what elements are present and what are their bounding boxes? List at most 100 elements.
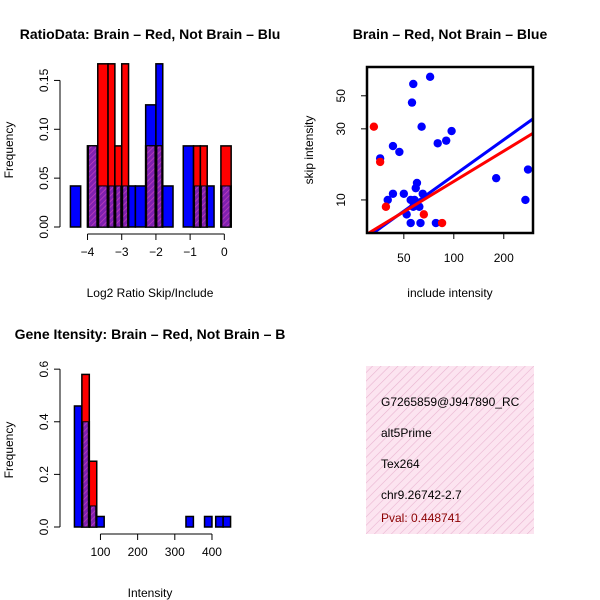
scatter-point-not-brain (388, 141, 398, 151)
ratio-histogram-title: RatioData: Brain – Red, Not Brain – Blu (20, 26, 281, 42)
scatter-point-not-brain (388, 189, 398, 198)
scatter-point-brain (375, 157, 385, 167)
intensity-histogram-bar-overlap (82, 421, 89, 528)
intensity-histogram-bar-not-brain (214, 515, 224, 528)
ratio-histogram-x-tick-label: −3 (115, 245, 129, 259)
ratio-histogram-bar-overlap (200, 185, 207, 228)
intensity-histogram-bar-not-brain (95, 515, 105, 528)
ratio-histogram-bar-overlap (98, 185, 108, 228)
scatter-x-tick-label: 200 (494, 251, 514, 265)
intensity-histogram-x-tick-label: 100 (90, 545, 110, 559)
scatter-ylabel: skip intensity (302, 116, 316, 185)
scatter-point-not-brain (416, 218, 425, 228)
scatter-point-not-brain (406, 218, 415, 228)
intensity-histogram-title: Gene Itensity: Brain – Red, Not Brain – … (15, 326, 286, 342)
scatter-point-not-brain (523, 165, 533, 174)
intensity-histogram-bar-not-brain (185, 515, 195, 528)
intensity-histogram-y-tick-label: 0.6 (37, 360, 51, 377)
scatter-point-not-brain (433, 139, 442, 148)
scatter-point-not-brain (417, 122, 426, 131)
ratio-histogram-x-tick-label: −2 (149, 245, 163, 259)
scatter-x-tick-label: 50 (397, 251, 411, 265)
scatter-point-not-brain (407, 98, 417, 107)
ratio-histogram-bar-overlap (108, 185, 115, 228)
scatter-title: Brain – Red, Not Brain – Blue (353, 26, 548, 42)
ratio-histogram-bar-overlap (88, 145, 98, 228)
ratio-histogram-x-tick-label: −4 (81, 245, 95, 259)
info-event-type: alt5Prime (381, 426, 432, 440)
ratio-histogram-bar-not-brain (127, 185, 137, 228)
info-event-id: G7265859@J947890_RC (381, 395, 520, 409)
intensity-histogram-y-tick-label: 0.2 (37, 466, 51, 483)
ratio-histogram-bar-not-brain (206, 185, 215, 228)
ratio-histogram-y-tick-label: 0.10 (37, 117, 51, 141)
scatter-point-not-brain (447, 126, 456, 136)
scatter-plot-area (367, 72, 533, 233)
ratio-histogram-bar-not-brain (162, 185, 174, 228)
intensity-histogram-bars (73, 373, 232, 528)
scatter-point-brain (419, 210, 429, 219)
scatter-panel: Brain – Red, Not Brain – Blue 50 100 200 10… (302, 26, 547, 300)
intensity-histogram-ylabel: Frequency (2, 422, 16, 479)
scatter-point-not-brain (521, 195, 530, 205)
scatter-point-brain (369, 122, 379, 131)
scatter-point-brain (437, 218, 447, 228)
ratio-histogram-xlabel: Log2 Ratio Skip/Include (87, 286, 214, 300)
ratio-histogram-bar-overlap (221, 185, 231, 228)
scatter-point-not-brain (395, 147, 404, 157)
intensity-histogram-panel: Gene Itensity: Brain – Red, Not Brain – … (2, 326, 285, 600)
ratio-histogram-y-tick-label: 0.00 (37, 215, 51, 239)
info-pval: Pval: 0.448741 (381, 511, 461, 525)
ratio-histogram-bar-overlap (156, 145, 163, 228)
ratio-histogram-bar-overlap (122, 185, 129, 228)
info-gene: Tex264 (381, 457, 420, 471)
info-location: chr9.26742-2.7 (381, 488, 462, 502)
ratio-histogram-panel: RatioData: Brain – Red, Not Brain – Blu … (2, 26, 280, 300)
ratio-histogram-bar-not-brain (134, 185, 147, 228)
ratio-histogram-bars (69, 63, 232, 228)
intensity-histogram-x-tick-label: 400 (202, 545, 222, 559)
ratio-histogram-x-tick-label: 0 (221, 245, 228, 259)
intensity-histogram-bar-not-brain (222, 515, 232, 528)
scatter-point-not-brain (409, 79, 418, 89)
info-panel: G7265859@J947890_RC alt5Prime Tex264 chr… (366, 366, 534, 534)
ratio-histogram-y-tick-label: 0.05 (37, 166, 51, 190)
scatter-y-tick-label: 50 (334, 89, 348, 103)
info-hatching (366, 366, 534, 534)
intensity-histogram-y-tick-label: 0.4 (37, 413, 51, 430)
scatter-frame (365, 65, 535, 235)
scatter-point-not-brain (383, 195, 392, 205)
scatter-axes: 50 100 200 10 30 50 (334, 65, 535, 265)
ratio-histogram-bar-not-brain (69, 185, 82, 228)
ratio-histogram-axes: −4 −3 −2 −1 0 0.00 0.05 0.10 0.15 (37, 68, 228, 259)
scatter-point-not-brain (399, 189, 409, 198)
scatter-point-not-brain (425, 72, 435, 82)
ratio-histogram-x-tick-label: −1 (183, 245, 197, 259)
intensity-histogram-xlabel: Intensity (128, 586, 173, 600)
ratio-histogram-ylabel: Frequency (2, 122, 16, 179)
intensity-histogram-bar-overlap (89, 505, 97, 528)
scatter-point-not-brain (491, 173, 501, 183)
scatter-fit-line-brain (367, 132, 533, 233)
ratio-histogram-bar-overlap (146, 145, 156, 228)
intensity-histogram-y-tick-label: 0.0 (37, 518, 51, 535)
scatter-point-brain (381, 202, 391, 211)
scatter-y-tick-label: 10 (334, 193, 348, 207)
ratio-histogram-bar-not-brain (182, 145, 195, 228)
scatter-y-tick-label: 30 (334, 122, 348, 136)
ratio-histogram-bar-overlap (115, 185, 122, 228)
intensity-histogram-axes: 100 200 300 400 0.0 0.2 0.4 0.6 (37, 360, 222, 559)
intensity-histogram-x-tick-label: 200 (128, 545, 148, 559)
intensity-histogram-bar-not-brain (73, 405, 83, 528)
scatter-point-not-brain (431, 218, 441, 228)
ratio-histogram-bar-overlap (194, 185, 200, 228)
intensity-histogram-x-tick-label: 300 (165, 545, 185, 559)
scatter-x-tick-label: 100 (444, 251, 464, 265)
scatter-xlabel: include intensity (407, 286, 492, 300)
scatter-marks (367, 72, 533, 233)
ratio-histogram-y-tick-label: 0.15 (37, 68, 51, 92)
scatter-point-not-brain (411, 183, 420, 193)
intensity-histogram-bar-not-brain (203, 515, 213, 528)
scatter-point-not-brain (442, 136, 451, 145)
